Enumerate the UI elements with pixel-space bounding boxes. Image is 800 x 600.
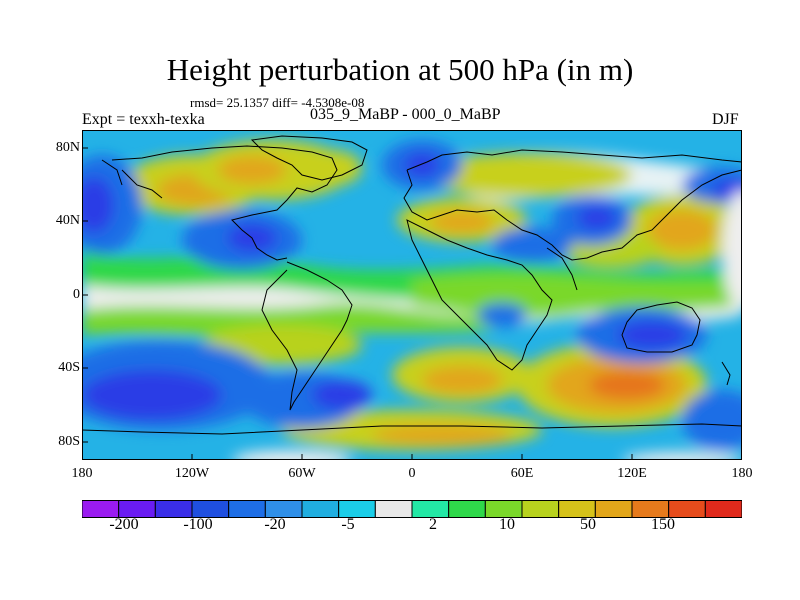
colorbar-box-7 <box>301 500 340 518</box>
chart-title: Height perturbation at 500 hPa (in m) <box>166 52 634 87</box>
lon-label-60e: 60E <box>510 466 534 481</box>
lat-label-80n: 80N <box>55 140 80 155</box>
colorbar-box-6 <box>264 500 303 518</box>
colorbar-label-4: -5 <box>341 516 355 533</box>
tick-marks <box>82 147 742 460</box>
colorbar-label-8: 150 <box>651 516 675 533</box>
lon-label-180e: 180 <box>731 466 753 481</box>
colorbar-label-7: 50 <box>580 516 596 533</box>
period-label: 035_9_MaBP - 000_0_MaBP <box>310 106 501 123</box>
season-label: DJF <box>712 111 739 128</box>
lon-label-60w: 60W <box>288 466 316 481</box>
colorbar-box-12 <box>484 500 523 518</box>
colorbar-box-15 <box>594 500 633 518</box>
colorbar-box-3 <box>154 500 193 518</box>
colorbar-label-6: 10 <box>499 516 515 533</box>
colorbar-box-4 <box>191 500 230 518</box>
experiment-label: Expt = texxh-texka <box>82 111 205 128</box>
colorbar-label-1: -200 <box>109 516 139 533</box>
colorbar-box-10 <box>411 500 450 518</box>
colorbar-box-16 <box>631 500 670 518</box>
lon-label-120w: 120W <box>174 466 210 481</box>
lat-label-40s: 40S <box>58 360 80 375</box>
map-panel <box>82 130 742 460</box>
colorbar-box-9 <box>374 500 413 518</box>
colorbar <box>82 500 742 518</box>
colorbar-box-11 <box>448 500 486 518</box>
lon-label-120e: 120E <box>617 466 647 481</box>
height-field-blobs <box>82 140 742 460</box>
colorbar-box-14 <box>558 500 596 518</box>
colorbar-box-5 <box>228 500 266 518</box>
lon-label-180w: 180 <box>71 466 93 481</box>
stats-label: rmsd= 25.1357 diff= -4.5308e-08 <box>190 95 365 110</box>
lat-label-40n: 40N <box>55 213 80 228</box>
colorbar-box-18 <box>704 500 742 518</box>
colorbar-box-17 <box>668 500 706 518</box>
lon-label-0: 0 <box>408 466 416 481</box>
colorbar-label-5: 2 <box>429 516 437 533</box>
lat-label-0: 0 <box>73 287 80 302</box>
colorbar-label-2: -100 <box>183 516 213 533</box>
colorbar-box-2 <box>118 500 156 518</box>
colorbar-box-8 <box>338 500 376 518</box>
colorbar-box-13 <box>521 500 560 518</box>
colorbar-box-1 <box>82 500 120 518</box>
colorbar-label-3: -20 <box>264 516 286 533</box>
lat-label-80s: 80S <box>58 434 80 449</box>
coastlines <box>82 135 742 435</box>
